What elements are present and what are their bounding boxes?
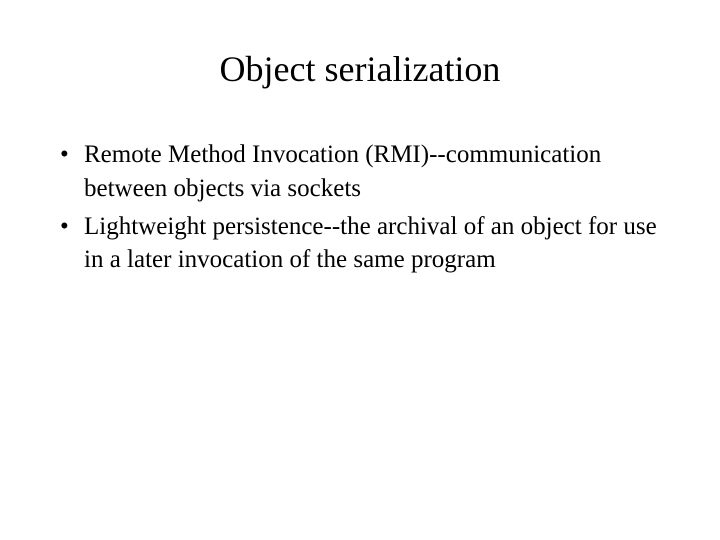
bullet-text: Remote Method Invocation (RMI)--communic… [84,141,601,202]
list-item: • Remote Method Invocation (RMI)--commun… [56,138,664,206]
slide-title: Object serialization [56,48,664,90]
list-item: • Lightweight persistence--the archival … [56,210,664,278]
bullet-marker: • [60,138,69,172]
bullet-marker: • [60,210,69,244]
bullet-text: Lightweight persistence--the archival of… [84,213,657,274]
bullet-list: • Remote Method Invocation (RMI)--commun… [56,138,664,277]
